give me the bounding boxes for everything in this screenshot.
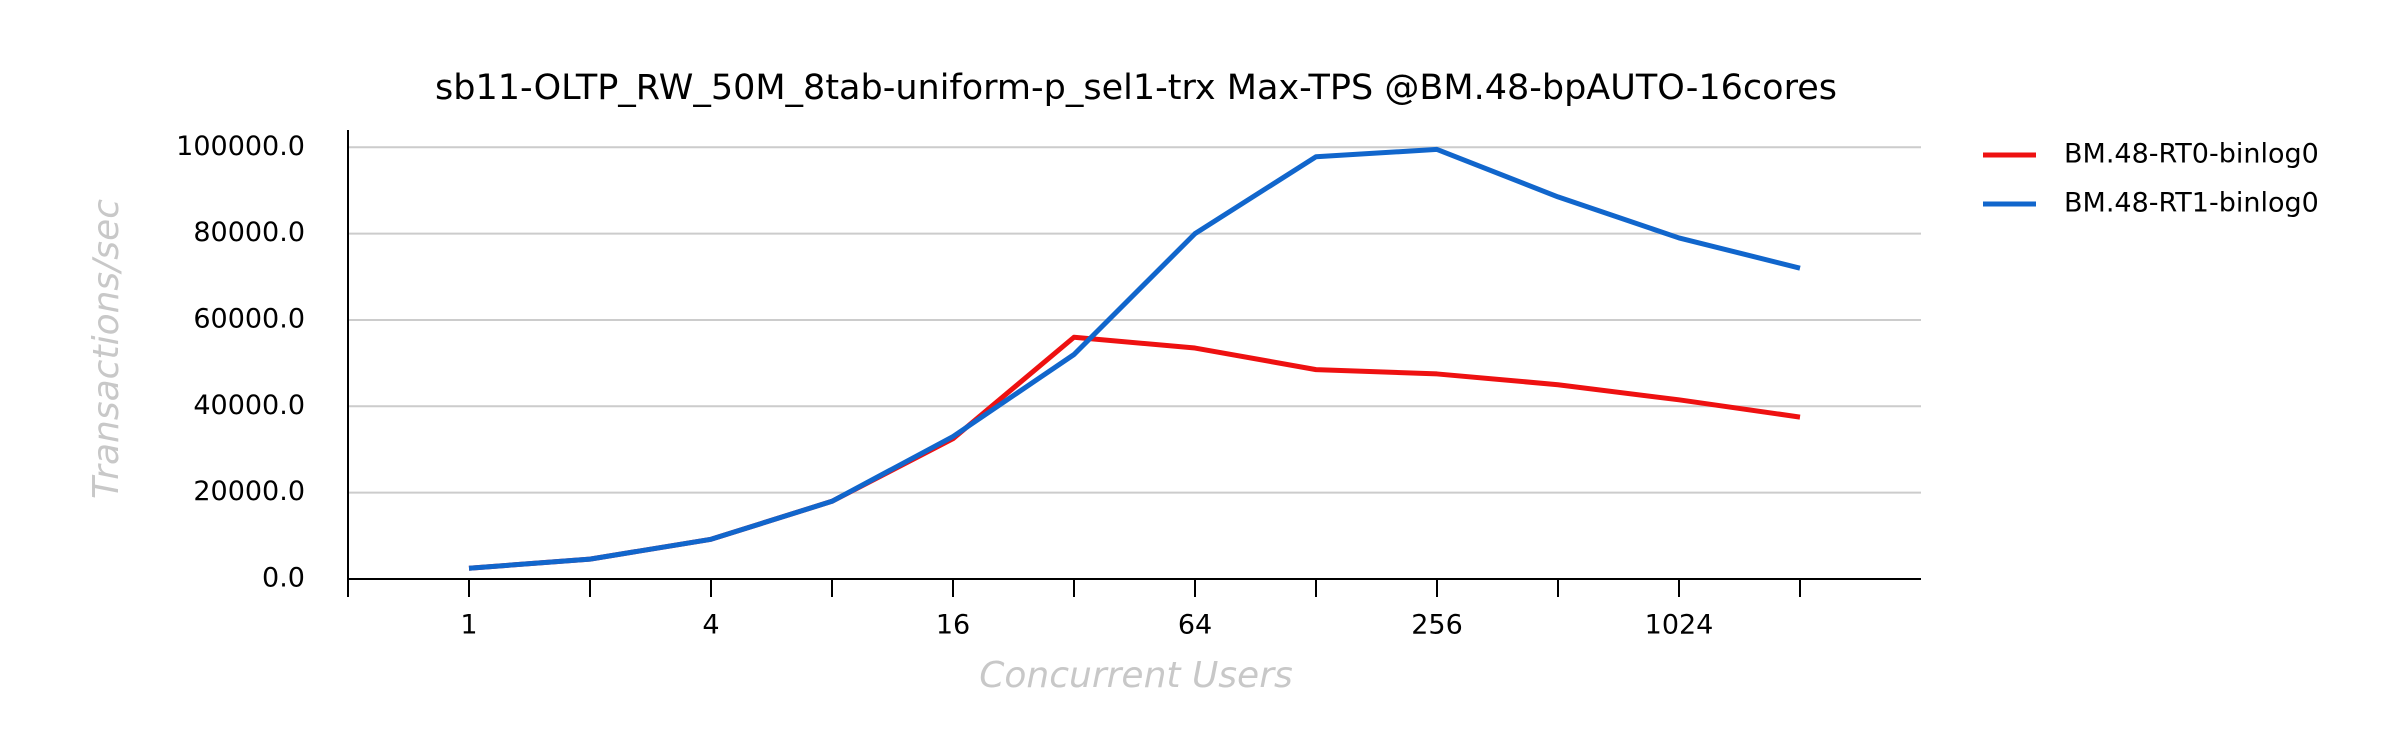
y-tick-label: 80000.0: [193, 217, 305, 248]
y-tick-label: 100000.0: [176, 131, 305, 162]
x-axis-title: Concurrent Users: [979, 655, 1293, 696]
legend-label: BM.48-RT0-binlog0: [2064, 139, 2319, 170]
legend-label: BM.48-RT1-binlog0: [2064, 188, 2319, 219]
series-line: [468, 334, 1801, 571]
y-axis-title: Transactions/sec: [86, 199, 127, 499]
x-tick-label: 4: [702, 610, 719, 641]
x-tick-label: 1024: [1645, 610, 1714, 641]
series-line: [468, 146, 1801, 571]
x-tick-label: 1: [460, 610, 477, 641]
y-tick-label: 0.0: [262, 563, 305, 594]
x-tick-label: 256: [1411, 610, 1463, 641]
y-tick-label: 60000.0: [193, 303, 305, 334]
x-tick-label: 64: [1178, 610, 1212, 641]
chart-title: sb11-OLTP_RW_50M_8tab-uniform-p_sel1-trx…: [435, 68, 1837, 108]
y-tick-label: 20000.0: [193, 476, 305, 507]
x-tick-label: 16: [936, 610, 970, 641]
y-tick-label: 40000.0: [193, 390, 305, 421]
